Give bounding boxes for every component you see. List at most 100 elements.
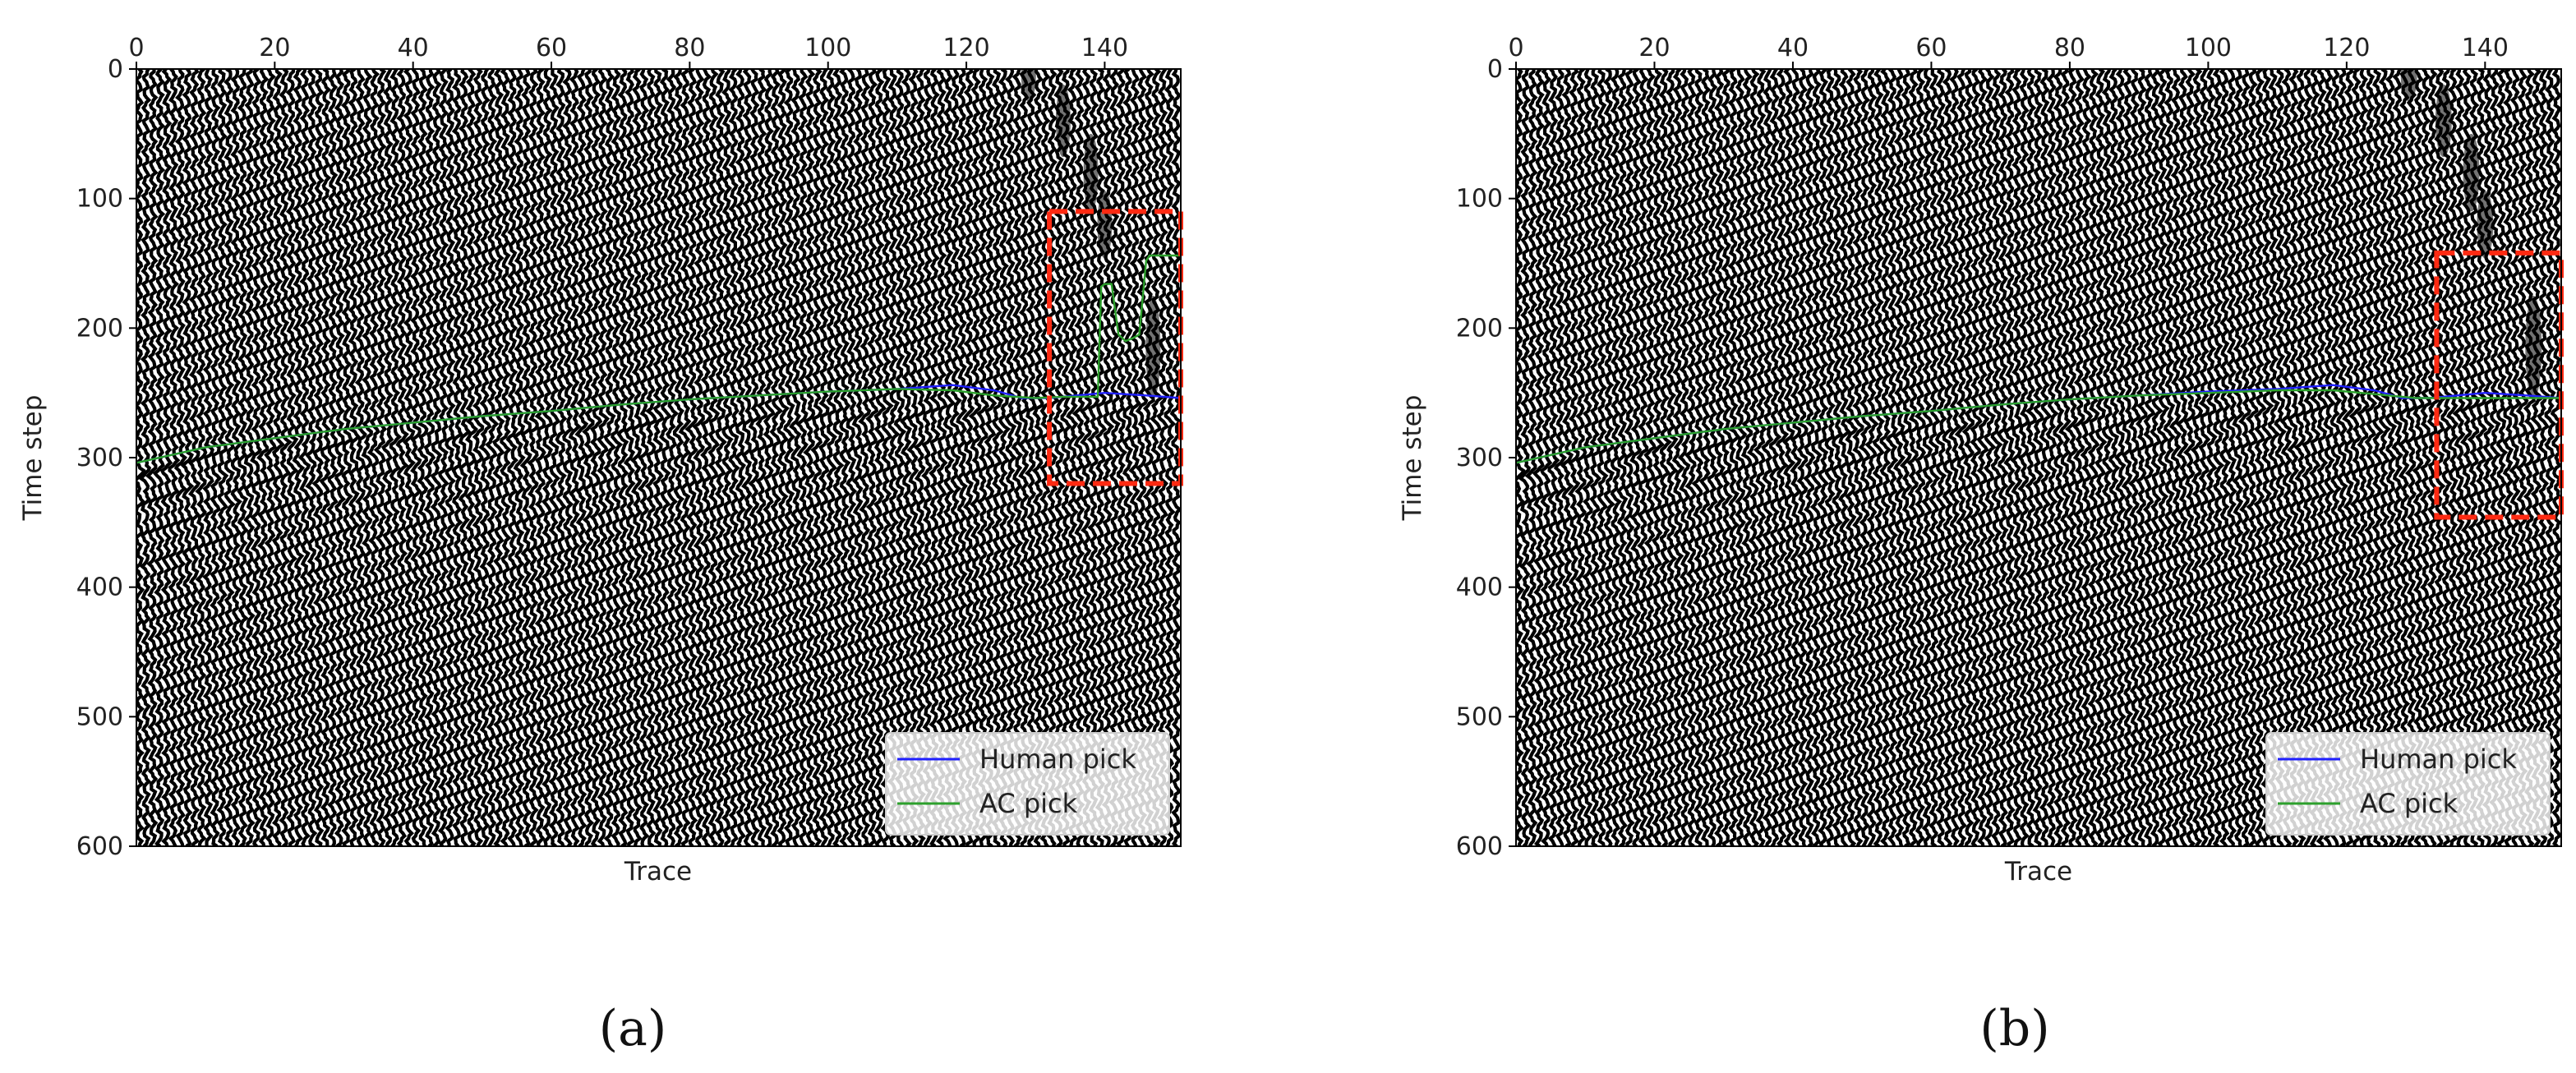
seismic-trace xyxy=(1524,69,1538,846)
seismic-trace xyxy=(2364,69,2378,846)
seismic-trace xyxy=(478,69,492,846)
seismic-trace xyxy=(423,69,436,846)
seismic-trace xyxy=(2301,69,2314,846)
seismic-trace xyxy=(961,69,975,846)
seismic-trace xyxy=(326,69,339,846)
seismic-trace xyxy=(1831,69,1844,846)
seismic-trace xyxy=(956,69,968,846)
seismic-trace xyxy=(1603,69,1616,846)
seismic-trace xyxy=(256,69,270,846)
seismic-trace xyxy=(541,69,554,846)
seismic-trace xyxy=(623,69,636,846)
seismic-trace xyxy=(1553,69,1568,846)
x-tick-label: 0 xyxy=(1508,34,1523,62)
y-tick-label: 300 xyxy=(1456,444,1503,472)
panel-a-ylabel: Time step xyxy=(18,395,48,522)
seismic-trace xyxy=(2219,69,2232,846)
seismic-trace xyxy=(1879,69,1892,846)
seismic-trace xyxy=(2509,69,2522,846)
seismic-trace xyxy=(913,69,927,846)
seismic-trace xyxy=(2412,69,2425,846)
seismic-trace xyxy=(2322,69,2336,846)
seismic-trace xyxy=(893,69,907,846)
legend-label-human-pick: Human pick xyxy=(2360,744,2517,775)
seismic-trace xyxy=(2475,69,2488,846)
seismic-trace xyxy=(2212,69,2225,846)
seismic-trace xyxy=(304,69,318,846)
seismic-trace xyxy=(672,69,685,846)
seismic-trace xyxy=(2121,69,2134,846)
seismic-trace xyxy=(2452,69,2466,846)
seismic-trace xyxy=(1796,69,1809,846)
seismic-trace xyxy=(1775,69,1790,846)
seismic-trace xyxy=(998,69,1012,846)
seismic-trace xyxy=(534,69,546,846)
panel-b-legend: Human pick AC pick xyxy=(2265,732,2551,836)
seismic-trace xyxy=(755,69,767,846)
seismic-trace xyxy=(1948,69,1961,846)
seismic-trace xyxy=(223,69,236,846)
seismic-trace xyxy=(700,69,713,846)
seismic-trace xyxy=(1122,69,1134,846)
seismic-trace xyxy=(2260,69,2274,846)
seismic-trace xyxy=(748,69,761,846)
seismic-trace xyxy=(2065,69,2079,846)
seismic-trace xyxy=(921,69,933,846)
seismic-trace xyxy=(1053,69,1067,846)
seismic-trace xyxy=(1623,69,1635,846)
seismic-trace xyxy=(1782,69,1796,846)
seismic-trace xyxy=(2440,69,2453,846)
seismic-trace xyxy=(1990,69,2003,846)
seismic-trace xyxy=(2108,69,2121,846)
legend-label-human-pick: Human pick xyxy=(979,744,1136,775)
panel-a-ac-pick-line xyxy=(136,254,1181,464)
seismic-trace xyxy=(728,69,740,846)
seismic-trace xyxy=(1071,69,1085,846)
seismic-trace xyxy=(652,69,665,846)
seismic-trace xyxy=(2495,69,2509,846)
seismic-trace xyxy=(1017,69,1030,846)
seismic-trace xyxy=(1997,69,2010,846)
seismic-trace xyxy=(769,69,784,846)
seismic-trace xyxy=(1698,69,1712,846)
panel-b-seismic-traces xyxy=(1516,69,2561,846)
y-tick-label: 400 xyxy=(76,573,123,602)
seismic-trace xyxy=(354,69,367,846)
seismic-trace xyxy=(250,69,263,846)
seismic-trace xyxy=(873,69,887,846)
seismic-trace xyxy=(2114,69,2127,846)
seismic-trace xyxy=(1518,69,1532,846)
noise-blob xyxy=(2400,69,2417,102)
seismic-trace xyxy=(1706,69,1719,846)
seismic-trace xyxy=(1108,69,1122,846)
noise-blob xyxy=(1083,133,1099,212)
x-tick-label: 40 xyxy=(1777,34,1809,62)
seismic-trace xyxy=(582,69,595,846)
seismic-trace xyxy=(1651,69,1666,846)
seismic-trace xyxy=(603,69,617,846)
seismic-trace xyxy=(548,69,561,846)
seismic-trace xyxy=(1610,69,1623,846)
seismic-trace xyxy=(311,69,325,846)
seismic-trace xyxy=(1809,69,1823,846)
seismic-trace xyxy=(1142,69,1156,846)
seismic-trace xyxy=(734,69,747,846)
seismic-trace xyxy=(458,69,472,846)
noise-blob xyxy=(2463,133,2480,212)
seismic-trace xyxy=(984,69,998,846)
seismic-trace xyxy=(2489,69,2502,846)
seismic-trace xyxy=(968,69,982,846)
noise-blob xyxy=(1055,84,1071,158)
x-tick-label: 0 xyxy=(128,34,144,62)
seismic-trace xyxy=(2515,69,2529,846)
seismic-trace xyxy=(1560,69,1574,846)
seismic-trace xyxy=(159,69,173,846)
seismic-trace xyxy=(783,69,796,846)
seismic-trace xyxy=(2336,69,2348,846)
seismic-trace xyxy=(1734,69,1748,846)
seismic-trace xyxy=(589,69,603,846)
y-tick-label: 600 xyxy=(76,832,123,861)
seismic-trace xyxy=(2058,69,2071,846)
seismic-trace xyxy=(707,69,721,846)
seismic-trace xyxy=(900,69,913,846)
